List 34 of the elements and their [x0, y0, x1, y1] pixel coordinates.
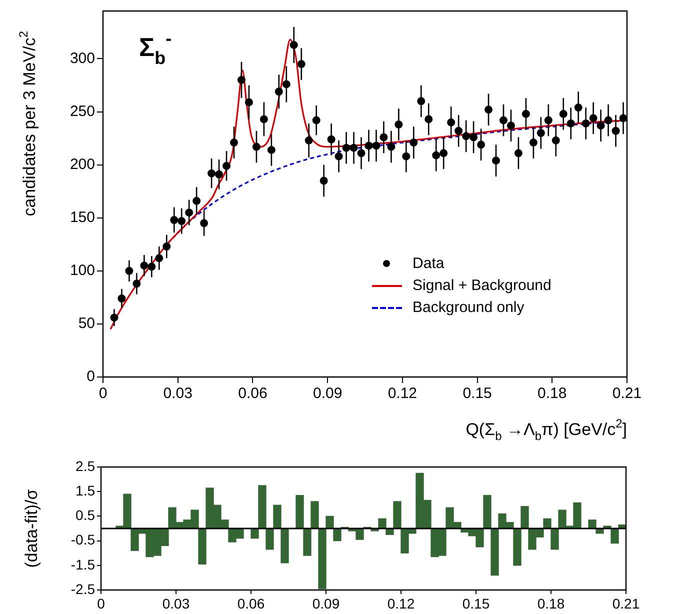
y-tick-label: 200 — [70, 156, 95, 173]
x-tick-label: 0.18 — [538, 385, 567, 402]
y-axis-title: candidates per 3 MeV/c2 — [16, 30, 39, 216]
y-tick-label: 1.5 — [76, 482, 96, 498]
x-tick-label: 0.06 — [238, 385, 268, 402]
x-tick-label: 0.21 — [612, 385, 642, 402]
x-tick-label: 0.15 — [462, 595, 490, 612]
x-tick-label: 0.21 — [612, 595, 640, 612]
y-tick-label: 150 — [70, 209, 95, 226]
y-tick-label: 0 — [86, 368, 95, 386]
x-tick-label: 0.09 — [312, 595, 340, 612]
y-tick-label: -1.5 — [70, 556, 96, 572]
x-tick-label: 0.12 — [388, 385, 418, 402]
x-tick-label: 0.18 — [537, 595, 565, 612]
x-tick-label: 0.12 — [387, 595, 415, 612]
x-tick-label: 0.06 — [237, 595, 265, 612]
legend-label: Signal + Background — [412, 277, 552, 294]
y-tick-label: 300 — [70, 50, 95, 67]
x-tick-label: 0.09 — [312, 385, 342, 402]
legend-label: Data — [412, 255, 444, 272]
legend-label: Background only — [412, 299, 524, 316]
x-tick-label: 0.03 — [162, 595, 190, 612]
x-tick-label: 0.03 — [163, 385, 192, 402]
y-tick-label: 100 — [70, 262, 95, 280]
y-tick-label: 50 — [78, 315, 95, 332]
x-tick-label: 0 — [97, 595, 106, 612]
y-tick-label: 2.5 — [76, 458, 96, 474]
x-tick-label: 0 — [98, 385, 108, 402]
y-tick-label: 250 — [70, 102, 95, 120]
y-tick-label: -2.5 — [70, 580, 96, 597]
y-axis-title: (data-fit)/σ — [22, 488, 41, 568]
x-tick-label: 0.15 — [462, 385, 492, 402]
y-tick-label: 0.5 — [76, 507, 96, 524]
y-tick-label: -0.5 — [70, 532, 96, 548]
